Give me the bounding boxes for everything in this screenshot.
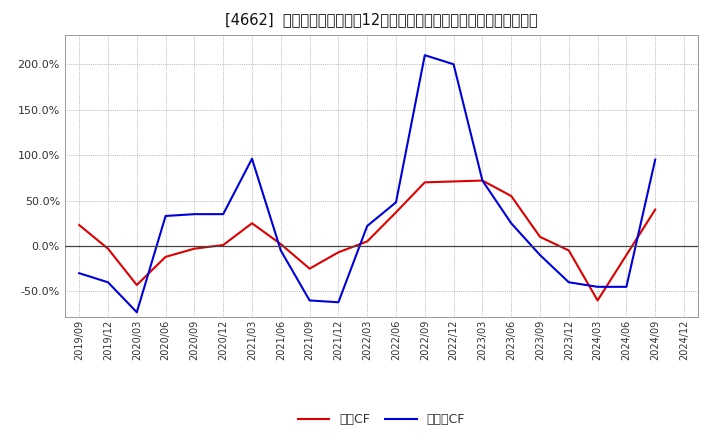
フリーCF bbox=[132, 310, 141, 315]
営業CF bbox=[507, 193, 516, 198]
フリーCF bbox=[75, 271, 84, 276]
営業CF bbox=[478, 178, 487, 183]
フリーCF bbox=[507, 220, 516, 226]
フリーCF bbox=[248, 156, 256, 161]
営業CF bbox=[536, 234, 544, 239]
営業CF bbox=[132, 282, 141, 288]
フリーCF bbox=[478, 178, 487, 183]
フリーCF bbox=[593, 284, 602, 290]
営業CF bbox=[161, 254, 170, 260]
営業CF bbox=[651, 207, 660, 212]
フリーCF bbox=[651, 157, 660, 162]
営業CF bbox=[420, 180, 429, 185]
営業CF bbox=[622, 253, 631, 258]
フリーCF bbox=[363, 224, 372, 229]
フリーCF bbox=[305, 298, 314, 303]
フリーCF bbox=[536, 253, 544, 258]
Line: 営業CF: 営業CF bbox=[79, 180, 655, 301]
フリーCF bbox=[276, 248, 285, 253]
営業CF bbox=[334, 249, 343, 255]
フリーCF bbox=[622, 284, 631, 290]
Line: フリーCF: フリーCF bbox=[79, 55, 655, 312]
営業CF bbox=[248, 220, 256, 226]
フリーCF bbox=[104, 280, 112, 285]
営業CF bbox=[305, 266, 314, 271]
Title: [4662]  キャッシュフローの12か月移動合計の対前年同期増減率の推移: [4662] キャッシュフローの12か月移動合計の対前年同期増減率の推移 bbox=[225, 12, 538, 27]
フリーCF bbox=[420, 52, 429, 58]
Legend: 営業CF, フリーCF: 営業CF, フリーCF bbox=[298, 413, 465, 426]
営業CF bbox=[449, 179, 458, 184]
フリーCF bbox=[334, 300, 343, 305]
営業CF bbox=[564, 248, 573, 253]
営業CF bbox=[219, 242, 228, 248]
フリーCF bbox=[161, 213, 170, 219]
営業CF bbox=[190, 246, 199, 251]
営業CF bbox=[104, 246, 112, 251]
営業CF bbox=[593, 298, 602, 303]
営業CF bbox=[363, 239, 372, 244]
フリーCF bbox=[449, 62, 458, 67]
フリーCF bbox=[392, 200, 400, 205]
フリーCF bbox=[219, 212, 228, 217]
営業CF bbox=[392, 210, 400, 215]
営業CF bbox=[75, 222, 84, 227]
フリーCF bbox=[564, 280, 573, 285]
フリーCF bbox=[190, 212, 199, 217]
営業CF bbox=[276, 242, 285, 247]
